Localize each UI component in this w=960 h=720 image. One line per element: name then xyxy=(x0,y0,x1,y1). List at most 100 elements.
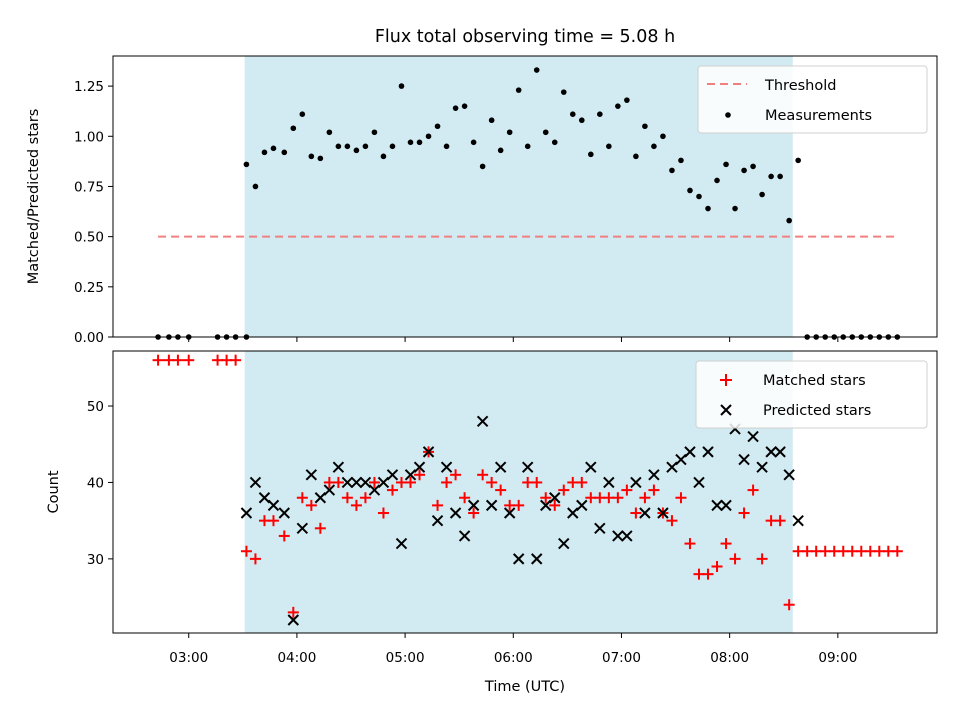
y-tick-label: 40 xyxy=(87,475,104,491)
matched-star-marker xyxy=(432,499,444,511)
matched-star-marker xyxy=(152,354,164,366)
measurement-point xyxy=(723,161,729,168)
measurement-point xyxy=(290,125,297,132)
matched-star-marker xyxy=(621,484,633,496)
x-axis-ticks-top xyxy=(188,337,839,342)
y-axis-label-top: Matched/Predicted stars xyxy=(26,109,42,285)
measurement-point xyxy=(732,205,738,212)
predicted-star-marker xyxy=(738,453,750,466)
matched-star-marker xyxy=(549,499,561,511)
matched-star-marker xyxy=(249,553,261,565)
predicted-star-marker xyxy=(756,461,768,473)
measurement-point xyxy=(524,143,531,150)
measurement-point xyxy=(786,217,792,224)
matched-star-marker xyxy=(666,515,678,527)
predicted-star-marker xyxy=(386,469,399,481)
measurement-point xyxy=(687,187,693,194)
predicted-star-marker xyxy=(240,507,253,519)
measurement-point xyxy=(669,167,675,174)
matched-star-marker xyxy=(477,469,489,481)
matched-star-marker xyxy=(558,484,570,496)
measurement-point xyxy=(270,145,277,152)
predicted-star-marker xyxy=(702,446,714,458)
measurement-point xyxy=(651,143,657,150)
matched-star-marker xyxy=(230,354,242,366)
predicted-star-marker xyxy=(792,514,804,527)
ratio-panel: 0.00 0.25 0.50 0.75 1.00 1.25 Matched/Predict… xyxy=(26,55,938,346)
predicted-star-marker xyxy=(503,507,516,519)
measurement-point xyxy=(515,87,522,93)
y-tick-label: 0.00 xyxy=(74,330,104,346)
predicted-star-marker xyxy=(278,507,290,519)
measurement-point xyxy=(344,143,351,150)
matched-star-marker xyxy=(341,492,353,504)
matched-star-marker xyxy=(377,507,389,519)
measurement-point xyxy=(642,123,648,130)
matched-star-marker xyxy=(459,492,471,504)
matched-star-marker xyxy=(774,515,786,527)
predicted-star-marker xyxy=(774,446,786,458)
predicted-star-marker xyxy=(512,553,525,565)
measurement-point xyxy=(696,193,702,200)
measurement-point xyxy=(497,147,504,154)
predicted-star-marker xyxy=(440,461,453,473)
legend-matched-swatch xyxy=(720,374,732,386)
measurement-point xyxy=(479,163,486,170)
predicted-star-marker xyxy=(494,461,507,473)
legend-matched-label: Matched stars xyxy=(763,373,866,389)
y-axis-ticks-top: 0.00 0.25 0.50 0.75 1.00 1.25 xyxy=(74,79,113,346)
measurement-point xyxy=(560,89,567,95)
measurement-point xyxy=(362,143,369,150)
legend-predicted-swatch xyxy=(720,404,732,416)
y-tick-label: 1.00 xyxy=(74,129,104,145)
measurement-point xyxy=(597,111,603,118)
y-tick-label: 1.25 xyxy=(74,79,104,95)
predicted-star-marker xyxy=(693,476,705,489)
matched-star-marker xyxy=(267,515,279,527)
measurement-point xyxy=(633,153,639,160)
matched-star-marker xyxy=(540,492,552,504)
x-tick-label: 09:00 xyxy=(818,650,857,666)
predicted-star-marker xyxy=(720,499,732,512)
matched-star-marker xyxy=(630,507,642,519)
measurement-point xyxy=(452,105,459,111)
plot-frame-bottom xyxy=(112,350,938,634)
y-axis-label-bottom: Count xyxy=(46,470,62,513)
matched-star-marker xyxy=(531,476,543,488)
predicted-star-marker xyxy=(521,461,534,473)
measurement-point xyxy=(380,153,387,160)
predicted-stars-points xyxy=(240,415,804,626)
matched-star-marker xyxy=(468,507,480,519)
measurement-point xyxy=(261,149,268,156)
predicted-star-marker xyxy=(296,522,309,535)
measurement-point xyxy=(588,151,594,158)
predicted-star-marker xyxy=(341,476,354,489)
measurement-point xyxy=(308,153,315,160)
predicted-star-marker xyxy=(684,446,696,458)
predicted-star-marker xyxy=(621,530,633,542)
x-tick-label: 06:00 xyxy=(494,650,533,666)
predicted-star-marker xyxy=(639,507,651,519)
matched-star-marker xyxy=(486,476,498,488)
measurement-point xyxy=(506,129,513,136)
matched-star-marker xyxy=(576,476,588,488)
matched-star-marker xyxy=(711,561,723,573)
legend-bottom: Matched stars Predicted stars xyxy=(695,360,928,429)
measurement-point xyxy=(705,205,711,212)
predicted-star-marker xyxy=(267,499,280,512)
matched-stars-points xyxy=(152,354,903,618)
measurement-point xyxy=(750,163,756,170)
matched-star-marker xyxy=(296,492,308,504)
predicted-star-marker xyxy=(485,499,498,512)
measurement-point xyxy=(461,103,468,109)
predicted-star-marker xyxy=(648,469,660,481)
legend-measurements-label: Measurements xyxy=(765,108,872,124)
measurement-point xyxy=(434,123,441,130)
plot-frame-top xyxy=(112,55,938,338)
predicted-star-marker xyxy=(765,446,777,458)
measurement-point xyxy=(660,133,666,140)
measurement-point xyxy=(326,129,333,136)
predicted-star-marker xyxy=(476,415,489,428)
predicted-star-marker xyxy=(630,476,642,489)
measurement-point xyxy=(714,177,720,184)
